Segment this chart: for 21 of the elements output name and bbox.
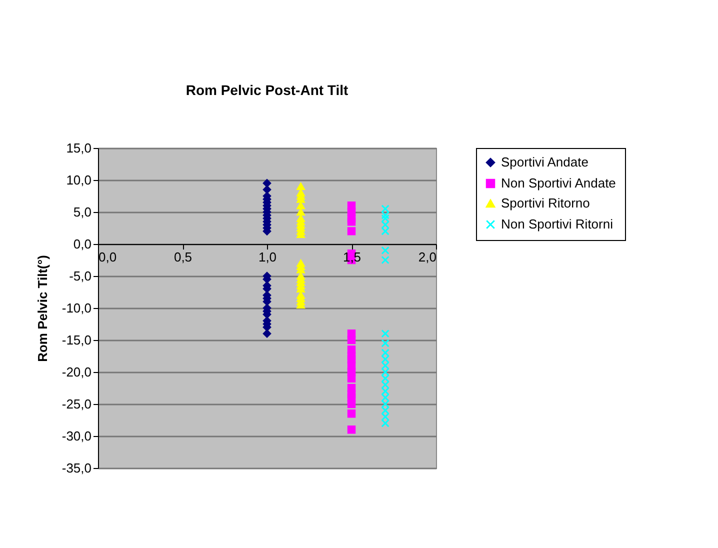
y-axis-title: Rom Pelvic Tilt(°) xyxy=(34,255,50,362)
legend-label: Non Sportivi Ritorni xyxy=(501,216,614,232)
y-tick-label: 0,0 xyxy=(73,236,92,252)
x-tick-label: 2,0 xyxy=(418,250,436,264)
x-tick-label: 0,5 xyxy=(174,250,192,264)
y-tick-label: -25,0 xyxy=(62,396,92,412)
y-tick-label: 10,0 xyxy=(66,172,92,188)
y-tick-label: -35,0 xyxy=(62,460,92,476)
y-tick-label: -10,0 xyxy=(62,300,92,316)
y-tick-label: -15,0 xyxy=(62,332,92,348)
x-tick-label: 1,0 xyxy=(258,250,277,264)
y-tick-label: -20,0 xyxy=(62,364,92,380)
y-tick-label: 15,0 xyxy=(66,140,92,156)
x-tick-label: 0,0 xyxy=(98,250,117,264)
y-tick-label: -30,0 xyxy=(62,428,92,444)
legend-label: Sportivi Andate xyxy=(501,154,588,170)
chart-title: Rom Pelvic Post-Ant Tilt xyxy=(186,82,348,98)
legend-label: Non Sportivi Andate xyxy=(501,176,616,190)
legend-label: Sportivi Ritorno xyxy=(501,196,590,210)
y-tick-label: 5,0 xyxy=(73,204,92,220)
y-tick-label: -5,0 xyxy=(69,268,92,284)
